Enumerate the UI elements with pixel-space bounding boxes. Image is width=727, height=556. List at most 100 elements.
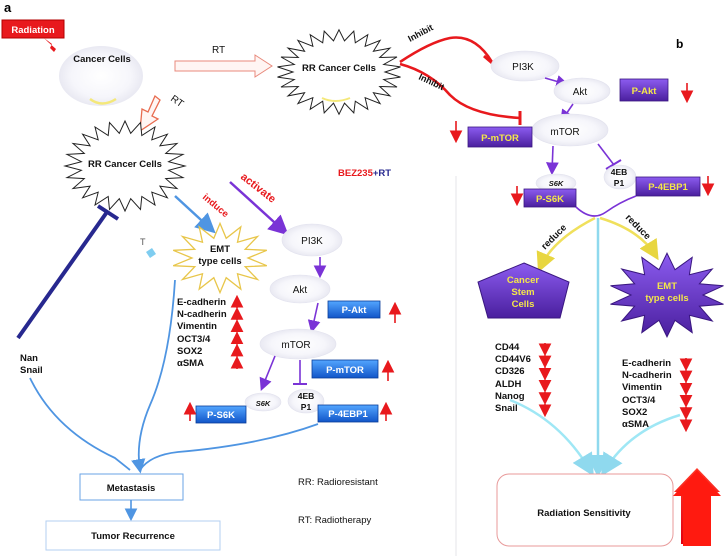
- marker-item: N-cadherin: [622, 370, 672, 382]
- p-s6k-label-right: P-S6K: [536, 194, 564, 205]
- flow-line-side: [29, 377, 131, 471]
- mtor-label-right: mTOR: [550, 127, 579, 138]
- p-akt-label-right: P-Akt: [632, 86, 658, 97]
- panel-label-b: b: [676, 37, 683, 51]
- p-4ebp1-label-left: P-4EBP1: [328, 409, 368, 420]
- marker-item: SOX2: [177, 345, 203, 357]
- rr-cancer-cells-top-label: RR Cancer Cells: [302, 63, 376, 74]
- rr-cancer-cells-node: RR Cancer Cells: [63, 119, 187, 213]
- emt-right-label-line1: EMT: [657, 281, 677, 292]
- legend-rr: RR: Radioresistant: [298, 477, 378, 488]
- emt-label-line2: type cells: [198, 256, 241, 267]
- rt-top-label: RT: [212, 45, 225, 56]
- legend-rt: RT: Radiotherapy: [298, 515, 371, 526]
- rt-hollow-arrow-down: [139, 94, 161, 133]
- p-mtor-label-right: P-mTOR: [481, 133, 519, 144]
- marker-arrows-right: [538, 343, 693, 433]
- inhibit-arc-mtor: [399, 62, 521, 120]
- marker-item: SOX2: [622, 406, 648, 418]
- bez235-rt-label: BEZ235+RT: [338, 168, 391, 179]
- rr-cancer-cells-top-node: RR Cancer Cells: [277, 28, 401, 116]
- p-4ebp1-box-left: [317, 404, 379, 423]
- s6k-label-right: S6K: [549, 179, 564, 188]
- activate-arrow: [229, 181, 289, 236]
- inhibit-label-2: Inhibit: [417, 72, 446, 92]
- 4ebp1-label-line1-left: 4EB: [298, 391, 315, 401]
- radiation-badge: Radiation: [1, 19, 65, 60]
- marker-item: OCT3/4: [177, 333, 211, 345]
- inhibit-label-1: Inhibit: [406, 22, 435, 44]
- rr-cancer-cells-label: RR Cancer Cells: [88, 159, 162, 170]
- radiation-label: Radiation: [11, 25, 54, 36]
- emt-label-line1: EMT: [210, 244, 230, 255]
- csc-markers: CD44 CD44V6 CD326 ALDH Nanog Snail: [495, 342, 531, 415]
- induce-arrow: [174, 195, 216, 234]
- marker-item: OCT3/4: [622, 394, 656, 406]
- marker-item: Vimentin: [622, 382, 662, 394]
- marker-item: Snail: [20, 365, 43, 377]
- 4ebp1-label-line1-right: 4EB: [611, 167, 628, 177]
- induce-label: induce: [200, 192, 231, 220]
- block-bar: [96, 204, 120, 221]
- marker-item: CD44: [495, 342, 520, 353]
- emt-right-label-line2: type cells: [645, 293, 688, 304]
- emt-type-cells-right-node: EMT type cells: [610, 252, 724, 338]
- marker-item: E-cadherin: [177, 297, 227, 308]
- marker-item: αSMA: [177, 358, 204, 370]
- p-akt-label-left: P-Akt: [342, 305, 368, 316]
- mtor-node-left: [259, 328, 337, 360]
- flow-line-pathway: [139, 423, 319, 471]
- cancer-cells-node: Cancer Cells: [59, 46, 143, 106]
- radiation-sensitivity-label: Radiation Sensitivity: [537, 508, 631, 519]
- marker-item: ALDH: [495, 378, 522, 390]
- p-akt-box-left: [327, 300, 381, 319]
- emt-markers-left: E-cadherin N-cadherin Vimentin OCT3/4 SO…: [177, 297, 227, 370]
- marker-item: αSMA: [622, 419, 649, 431]
- inhibit-arc-pi3k: [399, 36, 494, 64]
- p-mtor-box-left: [311, 359, 379, 379]
- cyan-line-csc: [509, 398, 594, 477]
- mtor-s6k-arrow-left: [259, 355, 276, 391]
- marker-item: CD44V6: [495, 354, 531, 366]
- p-akt-box-right: [619, 78, 669, 102]
- csc-label-line3: Cells: [512, 299, 535, 310]
- rt-down-label: RT: [168, 93, 185, 110]
- panel-label-a: a: [4, 0, 12, 15]
- akt-node-right: [553, 77, 611, 105]
- block-line: [16, 210, 109, 340]
- flow-line-emt: [131, 279, 176, 474]
- emt-type-cells-node: EMT type cells: [172, 221, 268, 295]
- akt-node-left: [269, 274, 331, 304]
- tumor-recurrence-label: Tumor Recurrence: [91, 531, 175, 542]
- csc-label-line1: Cancer: [507, 275, 540, 286]
- cyan-converge-left: [536, 216, 596, 273]
- marker-item: CD326: [495, 366, 525, 378]
- 4ebp1-node-left: [287, 388, 325, 414]
- mtor-s6k-arrow-right: [545, 145, 559, 176]
- metastasis-label: Metastasis: [107, 483, 156, 494]
- pi3k-label-left: PI3K: [301, 236, 323, 247]
- marker-item: N-cadherin: [177, 309, 227, 321]
- csc-label-line2: Stem: [511, 287, 534, 298]
- p-4ebp1-label-right: P-4EBP1: [648, 182, 688, 193]
- big-red-up-arrow-head: [673, 470, 721, 546]
- cancer-cells-label: Cancer Cells: [73, 54, 131, 65]
- pi3k-label-right: PI3K: [512, 62, 534, 73]
- cyan-line-emt: [601, 413, 681, 477]
- akt-mtor-arrow-left: [307, 302, 321, 334]
- akt-label-right: Akt: [573, 87, 588, 98]
- metastasis-box: [79, 473, 184, 501]
- p-mtor-box-right: [467, 126, 533, 148]
- stray-t-label: T: [140, 237, 146, 247]
- mtor-4ebp1-inhibit-right: [597, 143, 615, 166]
- pi3k-node-left: [281, 223, 343, 257]
- marker-item: Snail: [495, 403, 518, 415]
- marker-item: Nanog: [495, 390, 525, 402]
- blue-sparkle: [146, 248, 156, 258]
- radiation-sensitivity-box: [496, 473, 674, 547]
- akt-label-left: Akt: [293, 285, 308, 296]
- emt-markers-right: E-cadherin N-cadherin Vimentin OCT3/4 SO…: [622, 358, 672, 431]
- 4ebp1-label-line2-left: P1: [301, 402, 312, 412]
- 4ebp1-label-line2-right: P1: [614, 178, 625, 188]
